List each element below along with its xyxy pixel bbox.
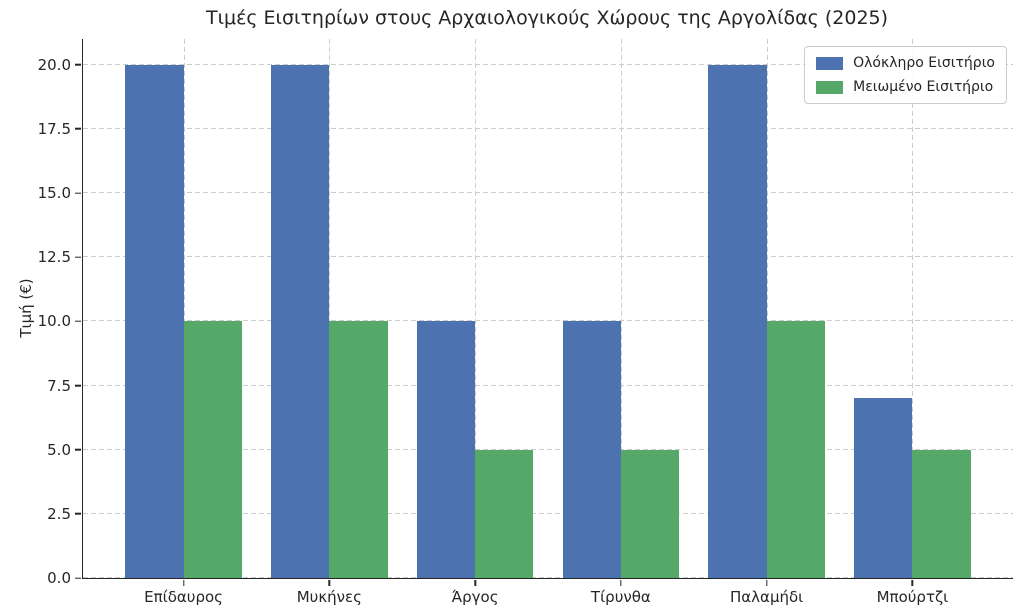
h-gridline xyxy=(83,256,1013,258)
h-gridline xyxy=(83,192,1013,193)
y-tick-mark xyxy=(75,256,81,258)
legend: Ολόκληρο Εισιτήριο Μειωμένο Εισιτήριο xyxy=(804,46,1007,104)
bar-full-4 xyxy=(562,321,621,578)
bar-full-6 xyxy=(854,398,913,578)
h-gridline xyxy=(83,127,1013,129)
x-tick-mark xyxy=(474,580,476,586)
y-tick-label: 7.5 xyxy=(47,376,71,395)
bar-reduced-3 xyxy=(475,449,534,578)
y-tick-mark xyxy=(75,577,81,579)
x-tick-mark xyxy=(911,580,914,586)
legend-label-reduced-ticket: Μειωμένο Εισιτήριο xyxy=(853,79,994,95)
x-tick-label-2: Μυκήνες xyxy=(296,588,362,606)
y-tick-mark xyxy=(75,320,81,323)
h-gridline xyxy=(83,448,1013,450)
y-tick-mark xyxy=(75,384,81,387)
bar-reduced-2 xyxy=(329,321,388,578)
h-gridline xyxy=(83,384,1013,386)
bar-reduced-4 xyxy=(620,449,680,578)
y-tick-mark xyxy=(75,128,81,130)
bar-full-1 xyxy=(125,64,184,578)
y-tick-mark xyxy=(75,448,81,451)
y-tick-label: 2.5 xyxy=(47,504,71,523)
y-tick-label: 17.5 xyxy=(37,119,71,138)
bar-reduced-1 xyxy=(183,321,242,578)
bar-full-2 xyxy=(271,64,330,578)
v-gridline xyxy=(620,39,622,578)
plot-area: 0.0 2.5 5.0 7.5 10.0 12.5 15.0 17.5 20.0 Επίδαυρο… xyxy=(38,39,1013,606)
reduced-ticket-swatch-icon xyxy=(816,80,844,94)
v-gridline xyxy=(183,39,185,578)
x-tick-label-1: Επίδαυρος xyxy=(144,588,223,606)
full-ticket-swatch-icon xyxy=(816,56,844,70)
legend-item-full-ticket: Ολόκληρο Εισιτήριο xyxy=(816,55,995,71)
y-tick-label: 15.0 xyxy=(37,184,71,202)
y-axis-label: Τιμή (€) xyxy=(17,278,35,338)
y-tick-label: 0.0 xyxy=(47,569,71,587)
x-tick-label-5: Παλαμήδι xyxy=(730,588,804,606)
h-gridline xyxy=(83,320,1013,322)
v-gridline xyxy=(766,39,768,578)
x-tick-label-3: Άργος xyxy=(451,588,499,606)
v-gridline xyxy=(475,39,477,578)
legend-item-reduced-ticket: Μειωμένο Εισιτήριο xyxy=(816,79,995,95)
y-tick-label: 20.0 xyxy=(37,55,71,74)
y-tick-mark xyxy=(75,513,81,515)
x-tick-label-4: Τίρυνθα xyxy=(590,588,651,606)
x-tick-mark xyxy=(765,580,768,586)
y-tick-label: 12.5 xyxy=(37,248,71,267)
y-tick-mark xyxy=(75,192,81,194)
chart-title: Τιμές Εισιτηρίων στους Αρχαιολογικούς Χώ… xyxy=(205,7,889,29)
h-gridline xyxy=(83,512,1013,514)
v-gridline xyxy=(912,39,914,578)
bar-full-3 xyxy=(416,321,476,578)
y-tick-mark xyxy=(75,63,81,66)
h-gridline xyxy=(83,577,1013,578)
bar-reduced-6 xyxy=(912,449,971,578)
x-tick-label-6: Μπούρτζι xyxy=(876,588,949,606)
x-tick-mark xyxy=(182,580,185,586)
bar-reduced-5 xyxy=(766,321,825,578)
v-gridline xyxy=(329,39,331,578)
x-tick-mark xyxy=(620,580,622,586)
y-tick-label: 5.0 xyxy=(47,440,71,459)
bar-full-5 xyxy=(708,64,767,578)
legend-label-full-ticket: Ολόκληρο Εισιτήριο xyxy=(853,55,995,71)
x-tick-mark xyxy=(328,580,331,586)
y-tick-label: 10.0 xyxy=(37,312,71,331)
h-gridline xyxy=(83,63,1013,65)
